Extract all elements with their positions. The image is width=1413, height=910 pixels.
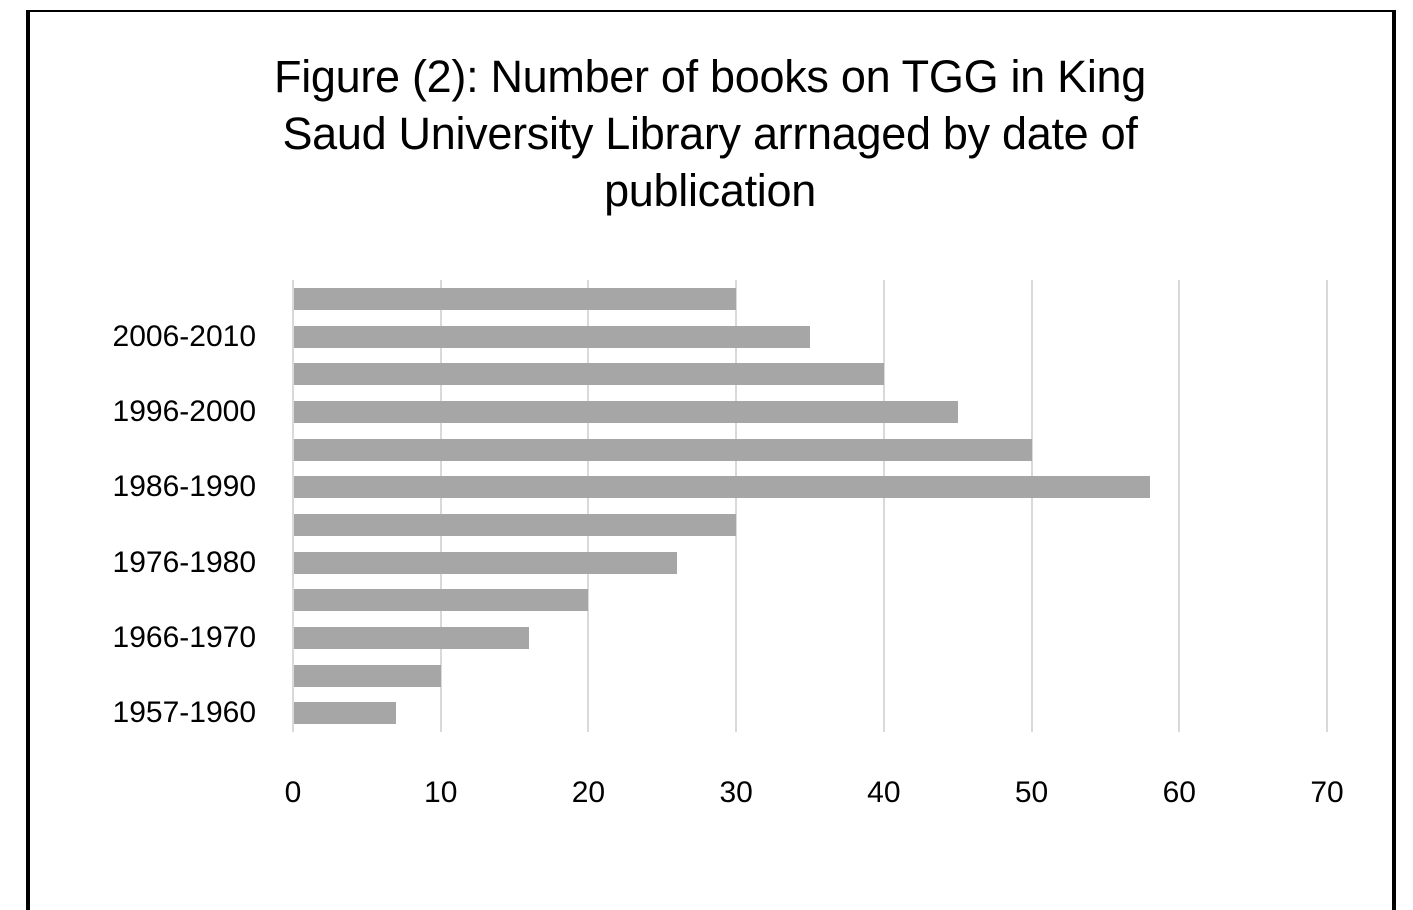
y-category-label: 1976-1980: [112, 545, 256, 579]
y-category-label: 1986-1990: [112, 470, 256, 504]
bar: [294, 664, 441, 687]
gridline: [1030, 280, 1033, 732]
bar: [294, 702, 397, 725]
chart-title-line-2: Saud University Library arrnaged by date…: [282, 108, 1138, 159]
x-tick-label: 60: [1162, 776, 1196, 809]
x-tick-label: 40: [867, 776, 901, 809]
chart-title: Figure (2): Number of books on TGG in Ki…: [160, 48, 1260, 219]
gridline: [587, 280, 590, 732]
bar: [294, 438, 1032, 461]
gridline: [1178, 280, 1181, 732]
gridline: [439, 280, 442, 732]
gridline: [1326, 280, 1328, 732]
bar: [294, 589, 589, 612]
x-tick-label: 0: [284, 776, 302, 809]
y-category-label: 1957-1960: [112, 696, 256, 730]
bar: [294, 363, 884, 386]
gridline: [882, 280, 885, 732]
bar: [294, 551, 678, 574]
x-tick-label: 70: [1310, 776, 1344, 809]
y-category-label: 1996-2000: [112, 394, 256, 428]
bar: [294, 400, 958, 423]
plot-area: [292, 280, 1328, 732]
chart-title-line-3: publication: [604, 165, 816, 216]
x-tick-label: 50: [1014, 776, 1049, 809]
x-tick-label: 20: [571, 776, 606, 809]
x-tick-label: 10: [424, 776, 458, 809]
bar: [294, 476, 1150, 499]
bar: [294, 626, 530, 649]
figure-frame: [26, 10, 1396, 910]
gridline: [735, 280, 738, 732]
y-category-label: 1966-1970: [112, 620, 256, 654]
gridline: [292, 280, 294, 732]
bar: [294, 513, 737, 536]
y-category-label: 2006-2010: [112, 319, 256, 353]
bar: [294, 287, 737, 310]
x-tick-label: 30: [719, 776, 753, 809]
bar: [294, 325, 810, 348]
chart-title-line-1: Figure (2): Number of books on TGG in Ki…: [274, 51, 1146, 102]
